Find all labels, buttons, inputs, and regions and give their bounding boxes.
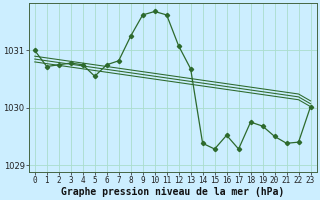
X-axis label: Graphe pression niveau de la mer (hPa): Graphe pression niveau de la mer (hPa) [61, 186, 284, 197]
